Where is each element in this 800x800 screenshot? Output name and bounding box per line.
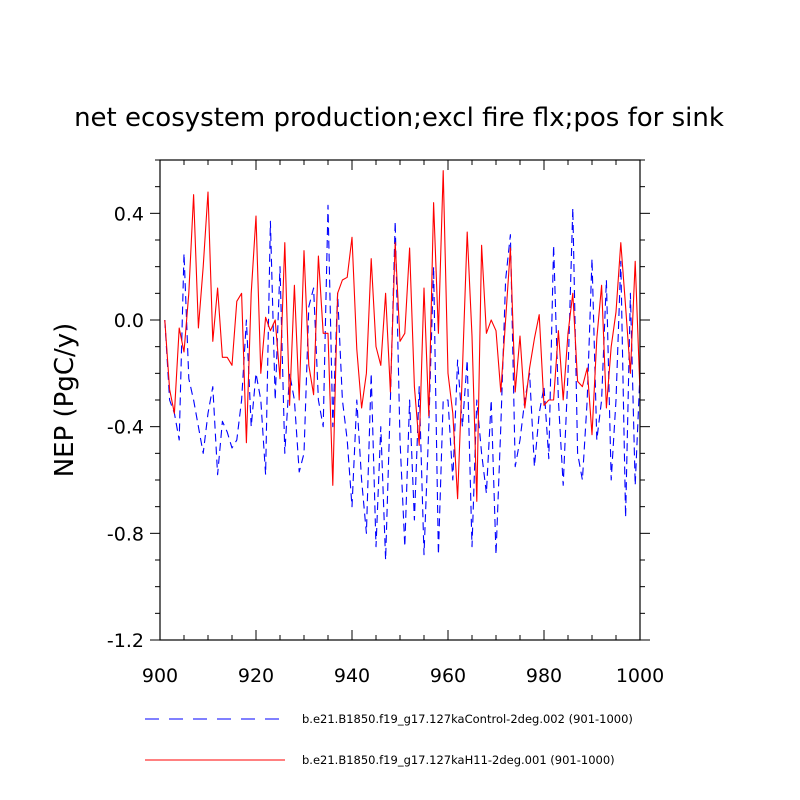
y-tick-label: -1.2	[107, 630, 144, 652]
series-points-1	[164, 170, 641, 502]
legend: b.e21.B1850.f19_g17.127kaControl-2deg.00…	[145, 712, 633, 767]
series-points-0	[164, 205, 641, 561]
legend-label-1: b.e21.B1850.f19_g17.127kaH11-2deg.001 (9…	[302, 753, 615, 767]
y-tick-label: 0.4	[114, 203, 144, 225]
series-line-0	[164, 204, 641, 561]
y-axis-label: NEP (PgC/y)	[50, 323, 80, 478]
x-tick-label: 1000	[616, 665, 664, 687]
plot-frame	[159, 159, 641, 641]
x-tick-label: 960	[430, 665, 466, 687]
x-tick-label: 920	[238, 665, 274, 687]
x-tick-label: 940	[334, 665, 370, 687]
y-tick-label: 0.0	[114, 310, 144, 332]
x-tick-label: 980	[526, 665, 562, 687]
y-tick-label: -0.8	[107, 523, 144, 545]
legend-label-0: b.e21.B1850.f19_g17.127kaControl-2deg.00…	[302, 712, 633, 726]
y-tick-label: -0.4	[107, 417, 144, 439]
plot-data	[164, 170, 641, 561]
series-line-1	[164, 170, 641, 502]
chart-title: net ecosystem production;excl fire flx;p…	[74, 103, 724, 133]
x-tick-label: 900	[142, 665, 178, 687]
axes: 900 920 940 960 980 1000 -1.2 -0.8 -0.4 0.0 0.4	[107, 159, 664, 687]
